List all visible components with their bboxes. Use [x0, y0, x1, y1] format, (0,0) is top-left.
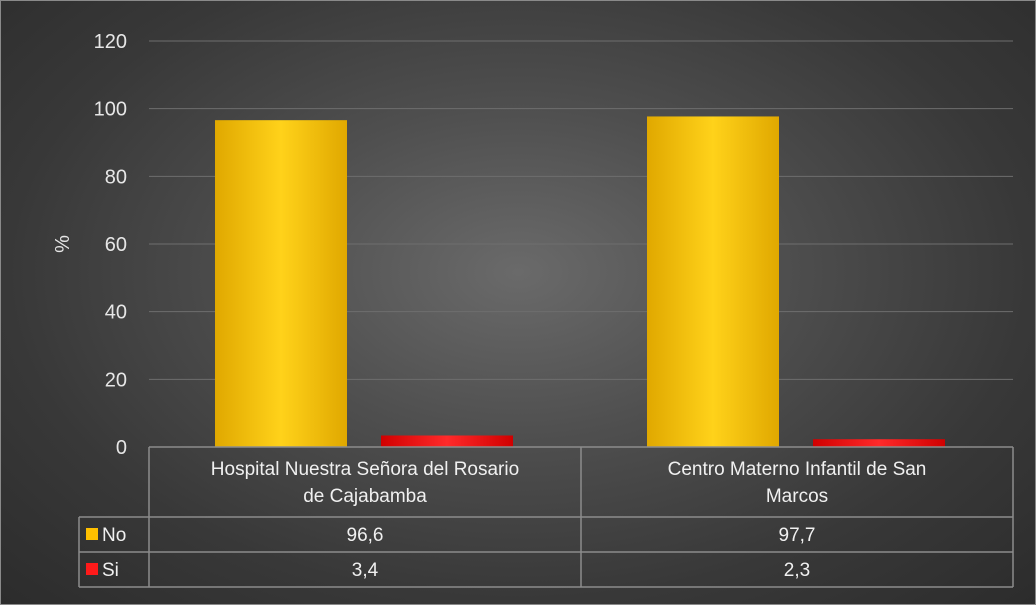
category-label: de Cajabamba	[303, 486, 427, 507]
data-label: 96,6	[347, 525, 384, 546]
data-label: 3,4	[352, 560, 379, 581]
y-tick-label: 20	[105, 369, 127, 391]
y-tick-label: 80	[105, 166, 127, 188]
category-label: Marcos	[766, 486, 828, 507]
series-name: Si	[102, 560, 119, 581]
legend-key-si	[86, 563, 98, 575]
bar-si-2	[813, 439, 945, 447]
bar-no-1	[215, 120, 347, 448]
y-tick-label: 60	[105, 234, 127, 256]
y-tick-label: 100	[94, 99, 127, 121]
y-axis-ticks: 0 20 40 60 80 100 120	[94, 31, 127, 459]
data-label: 97,7	[779, 525, 816, 546]
bar-si-1	[381, 435, 513, 447]
bar-no-2	[647, 116, 779, 447]
bars	[215, 116, 945, 448]
legend-key-no	[86, 528, 98, 540]
data-label: 2,3	[784, 560, 810, 581]
data-table: Hospital Nuestra Señora del Rosario de Ca…	[78, 446, 1014, 588]
category-label: Hospital Nuestra Señora del Rosario	[211, 459, 519, 480]
series-name: No	[102, 525, 126, 546]
y-tick-label: 120	[94, 31, 127, 53]
y-axis-label: %	[52, 235, 74, 253]
y-tick-label: 0	[116, 437, 127, 459]
y-tick-label: 40	[105, 302, 127, 324]
category-label: Centro Materno Infantil de San	[668, 459, 927, 480]
